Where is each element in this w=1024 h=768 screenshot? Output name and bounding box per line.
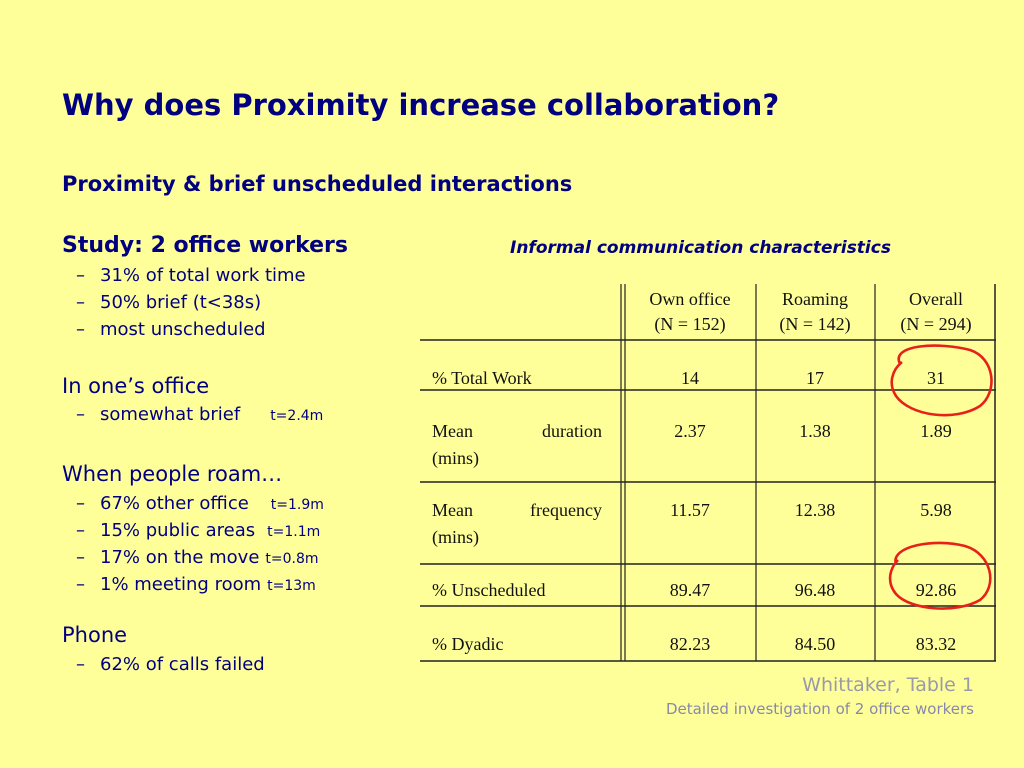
cell-unscheduled-own: 89.47 bbox=[670, 580, 711, 600]
row-label-mean-frequency-1b: frequency bbox=[530, 500, 602, 520]
row-label-mean-duration-2: (mins) bbox=[432, 448, 479, 469]
study-heading: Study: 2 office workers bbox=[62, 233, 348, 258]
row-label-mean-duration-1: Mean bbox=[432, 421, 473, 441]
study-bullet-3: – most unscheduled bbox=[76, 319, 266, 340]
own-office-bullet-1: – somewhat brief t=2.4m bbox=[76, 404, 323, 425]
highlight-circle-unscheduled bbox=[888, 541, 992, 610]
cell-frequency-own: 11.57 bbox=[670, 500, 710, 520]
col-header-roaming-line2: (N = 142) bbox=[779, 314, 850, 335]
study-bullet-2: –50% brief (t<38s) bbox=[76, 292, 261, 313]
roam-heading: When people roam… bbox=[62, 462, 283, 486]
study-bullet-1: –31% of total work time bbox=[76, 265, 306, 286]
bullet-text: 31% of total work time bbox=[100, 265, 306, 286]
highlight-circle-total-work bbox=[890, 344, 993, 417]
row-label-total-work: % Total Work bbox=[432, 368, 532, 388]
slide-subtitle: Proximity & brief unscheduled interactio… bbox=[62, 172, 573, 196]
cell-duration-roaming: 1.38 bbox=[799, 421, 831, 441]
roam-bullet-3: –17% on the move t=0.8m bbox=[76, 547, 319, 568]
col-header-own-office-line2: (N = 152) bbox=[654, 314, 725, 335]
table-caption: Informal communication characteristics bbox=[510, 238, 891, 258]
bullet-text: 15% public areas bbox=[100, 520, 256, 541]
col-header-roaming-line1: Roaming bbox=[782, 289, 848, 309]
row-label-unscheduled: % Unscheduled bbox=[432, 580, 545, 600]
bullet-text: 17% on the move bbox=[100, 547, 260, 568]
row-label-mean-frequency-1: Mean bbox=[432, 500, 473, 520]
table-svg: Own office (N = 152) Roaming (N = 142) O… bbox=[420, 284, 996, 662]
bullet-text: 67% other office bbox=[100, 493, 249, 514]
footer-source: Whittaker, Table 1 bbox=[802, 674, 974, 696]
cell-dyadic-overall: 83.32 bbox=[916, 634, 957, 654]
bullet-text: most unscheduled bbox=[100, 319, 266, 340]
bullet-dash: – bbox=[76, 319, 85, 340]
bullet-text: 1% meeting room bbox=[100, 574, 262, 595]
bullet-dash: – bbox=[76, 493, 85, 514]
roam-bullet-1: –67% other office t=1.9m bbox=[76, 493, 324, 514]
table-grid bbox=[420, 284, 996, 662]
cell-unscheduled-roaming: 96.48 bbox=[795, 580, 836, 600]
row-label-mean-duration-1b: duration bbox=[542, 421, 602, 441]
slide-title: Why does Proximity increase collaboratio… bbox=[62, 88, 780, 122]
cell-total-work-overall: 31 bbox=[927, 368, 945, 388]
phone-heading: Phone bbox=[62, 623, 128, 647]
cell-total-work-own: 14 bbox=[681, 368, 699, 388]
cell-dyadic-own: 82.23 bbox=[670, 634, 711, 654]
bullet-dash: – bbox=[76, 520, 85, 541]
col-header-overall-line2: (N = 294) bbox=[900, 314, 971, 335]
bullet-note: t=2.4m bbox=[270, 408, 324, 424]
bullet-dash: – bbox=[76, 265, 85, 286]
bullet-note: t=0.8m bbox=[265, 551, 319, 567]
col-header-overall-line1: Overall bbox=[909, 289, 963, 309]
cell-frequency-roaming: 12.38 bbox=[795, 500, 836, 520]
row-label-mean-frequency-2: (mins) bbox=[432, 527, 479, 548]
bullet-text: 50% brief (t<38s) bbox=[100, 292, 262, 313]
footer-description: Detailed investigation of 2 office worke… bbox=[666, 700, 974, 718]
cell-unscheduled-overall: 92.86 bbox=[916, 580, 957, 600]
cell-duration-overall: 1.89 bbox=[920, 421, 952, 441]
bullet-dash: – bbox=[76, 654, 85, 675]
bullet-text: somewhat brief bbox=[100, 404, 241, 425]
bullet-note: t=1.1m bbox=[267, 524, 321, 540]
col-header-own-office-line1: Own office bbox=[649, 289, 730, 309]
data-table: Own office (N = 152) Roaming (N = 142) O… bbox=[420, 284, 998, 664]
own-office-heading: In one’s office bbox=[62, 374, 210, 398]
bullet-dash: – bbox=[76, 292, 85, 313]
cell-duration-own: 2.37 bbox=[674, 421, 706, 441]
roam-bullet-2: –15% public areas t=1.1m bbox=[76, 520, 320, 541]
bullet-note: t=13m bbox=[267, 578, 316, 594]
bullet-dash: – bbox=[76, 574, 85, 595]
cell-dyadic-roaming: 84.50 bbox=[795, 634, 836, 654]
phone-bullet-1: –62% of calls failed bbox=[76, 654, 265, 675]
row-label-dyadic: % Dyadic bbox=[432, 634, 503, 654]
bullet-note: t=1.9m bbox=[270, 497, 324, 513]
bullet-text: 62% of calls failed bbox=[100, 654, 265, 675]
bullet-dash: – bbox=[76, 404, 85, 425]
cell-frequency-overall: 5.98 bbox=[920, 500, 952, 520]
roam-bullet-4: –1% meeting room t=13m bbox=[76, 574, 316, 595]
bullet-dash: – bbox=[76, 547, 85, 568]
cell-total-work-roaming: 17 bbox=[806, 368, 824, 388]
